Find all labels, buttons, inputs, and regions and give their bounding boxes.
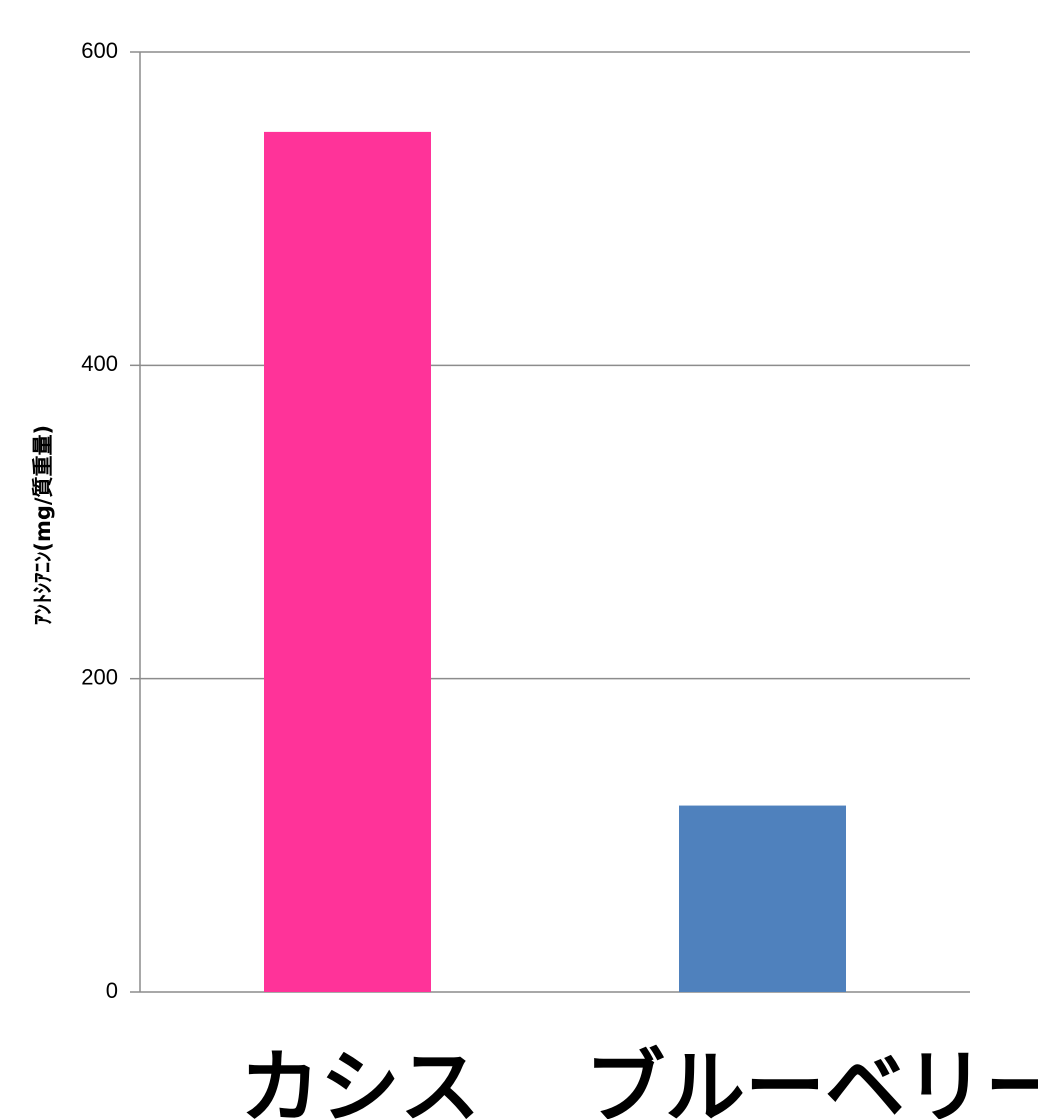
bar-cassis	[264, 131, 431, 992]
bar-blueberry	[679, 805, 846, 992]
y-tick-label-600: 600	[81, 38, 118, 63]
y-axis-title: ｱﾝﾄｼｱﾆﾝ(mg/質重量)	[31, 425, 55, 625]
y-tick-labels: 0 200 400 600	[81, 38, 118, 1003]
x-category-label-blueberry: ブルーベリー	[585, 1041, 1038, 1119]
y-tick-label-0: 0	[106, 978, 118, 1003]
y-tick-label-200: 200	[81, 664, 118, 689]
y-tick-label-400: 400	[81, 351, 118, 376]
bars	[264, 131, 846, 992]
x-category-label-cassis: カシス	[240, 1041, 480, 1119]
axes	[130, 51, 141, 993]
x-category-labels: カシス ブルーベリー	[240, 1041, 1038, 1119]
